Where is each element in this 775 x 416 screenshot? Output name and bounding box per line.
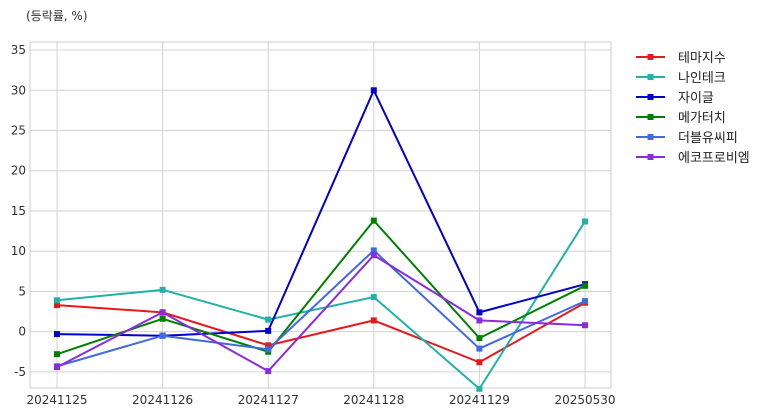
series-line-4 [56, 249, 586, 368]
legend-item-3: 메가터치 [636, 111, 726, 126]
x-tick-label-3: 20241128 [343, 393, 404, 407]
data-point-1-4 [476, 385, 483, 392]
legend-item-1: 나인테크 [636, 71, 726, 86]
data-point-2-0 [54, 331, 60, 338]
y-tick-label-1: 0 [18, 325, 26, 339]
data-point-0-4 [476, 359, 483, 366]
x-tick-label-2: 20241127 [238, 393, 299, 407]
data-point-2-4 [476, 309, 483, 316]
y-tick-label-6: 25 [11, 124, 26, 138]
series-line-1 [56, 220, 586, 390]
legend-item-2: 자이글 [636, 91, 714, 106]
x-tick-label-5: 20250530 [554, 393, 615, 407]
data-point-1-2 [265, 316, 272, 323]
legend-marker-1 [647, 74, 654, 80]
legend-label-1: 나인테크 [678, 71, 726, 86]
series-line-3 [56, 219, 586, 356]
data-point-3-4 [476, 335, 483, 342]
series-1 [54, 218, 588, 392]
plot-border [29, 41, 612, 389]
series-5 [54, 252, 588, 375]
legend-marker-4 [647, 134, 654, 140]
data-point-1-1 [159, 286, 166, 293]
legend-label-3: 메가터치 [678, 111, 726, 126]
data-point-1-3 [370, 294, 377, 301]
y-tick-label-0: -5 [14, 365, 26, 379]
data-point-1-0 [54, 297, 60, 304]
y-tick-label-5: 20 [11, 164, 26, 178]
y-tick-label-8: 35 [11, 43, 26, 57]
series-line-5 [56, 254, 586, 373]
plot-frame [29, 41, 612, 389]
data-point-4-5 [582, 298, 588, 305]
legend-label-2: 자이글 [678, 91, 714, 106]
series-line-2 [56, 89, 586, 337]
y-tick-label-2: 5 [18, 284, 26, 298]
series-group [54, 87, 588, 392]
data-point-4-3 [370, 247, 377, 254]
data-point-5-4 [476, 317, 483, 324]
y-tick-label-7: 30 [11, 83, 26, 97]
series-line-0 [56, 301, 586, 364]
legend-label-0: 테마지수 [678, 51, 726, 66]
data-point-0-2 [265, 342, 272, 349]
data-point-2-3 [370, 87, 377, 94]
data-point-5-3 [370, 252, 377, 259]
data-point-5-0 [54, 364, 60, 371]
legend-marker-5 [647, 154, 654, 160]
y-tick-label-4: 15 [11, 204, 26, 218]
legend-marker-2 [647, 94, 654, 100]
legend-item-5: 에코프로비엠 [636, 151, 750, 166]
data-point-3-1 [159, 315, 166, 322]
legend-label-5: 에코프로비엠 [678, 151, 750, 166]
data-point-1-5 [582, 218, 588, 225]
y-axis: -5 0 5 10 15 20 25 30 35 [11, 43, 26, 379]
legend-label-4: 더블유씨피 [678, 131, 738, 146]
legend-item-0: 테마지수 [636, 51, 726, 66]
y-tick-label-3: 10 [11, 244, 26, 258]
data-point-5-5 [582, 322, 588, 329]
series-0 [54, 299, 588, 366]
data-point-4-1 [159, 332, 166, 339]
data-point-2-2 [265, 327, 272, 334]
data-point-5-2 [265, 368, 272, 375]
legend-marker-0 [647, 54, 654, 60]
data-point-0-3 [370, 317, 377, 324]
x-tick-label-4: 20241129 [449, 393, 510, 407]
data-point-4-2 [265, 346, 272, 353]
unit-label: (등락률, %) [26, 9, 88, 23]
data-point-0-0 [54, 302, 60, 309]
x-tick-label-0: 20241125 [26, 393, 87, 407]
x-axis: 20241125 20241126 20241127 20241128 20241129… [26, 393, 615, 407]
data-point-4-4 [476, 345, 483, 352]
x-tick-label-1: 20241126 [132, 393, 193, 407]
data-point-3-0 [54, 351, 60, 358]
data-point-5-1 [159, 309, 166, 316]
data-point-3-5 [582, 282, 588, 289]
legend-item-4: 더블유씨피 [636, 131, 738, 146]
legend-marker-3 [647, 114, 654, 120]
data-point-3-3 [370, 217, 377, 224]
